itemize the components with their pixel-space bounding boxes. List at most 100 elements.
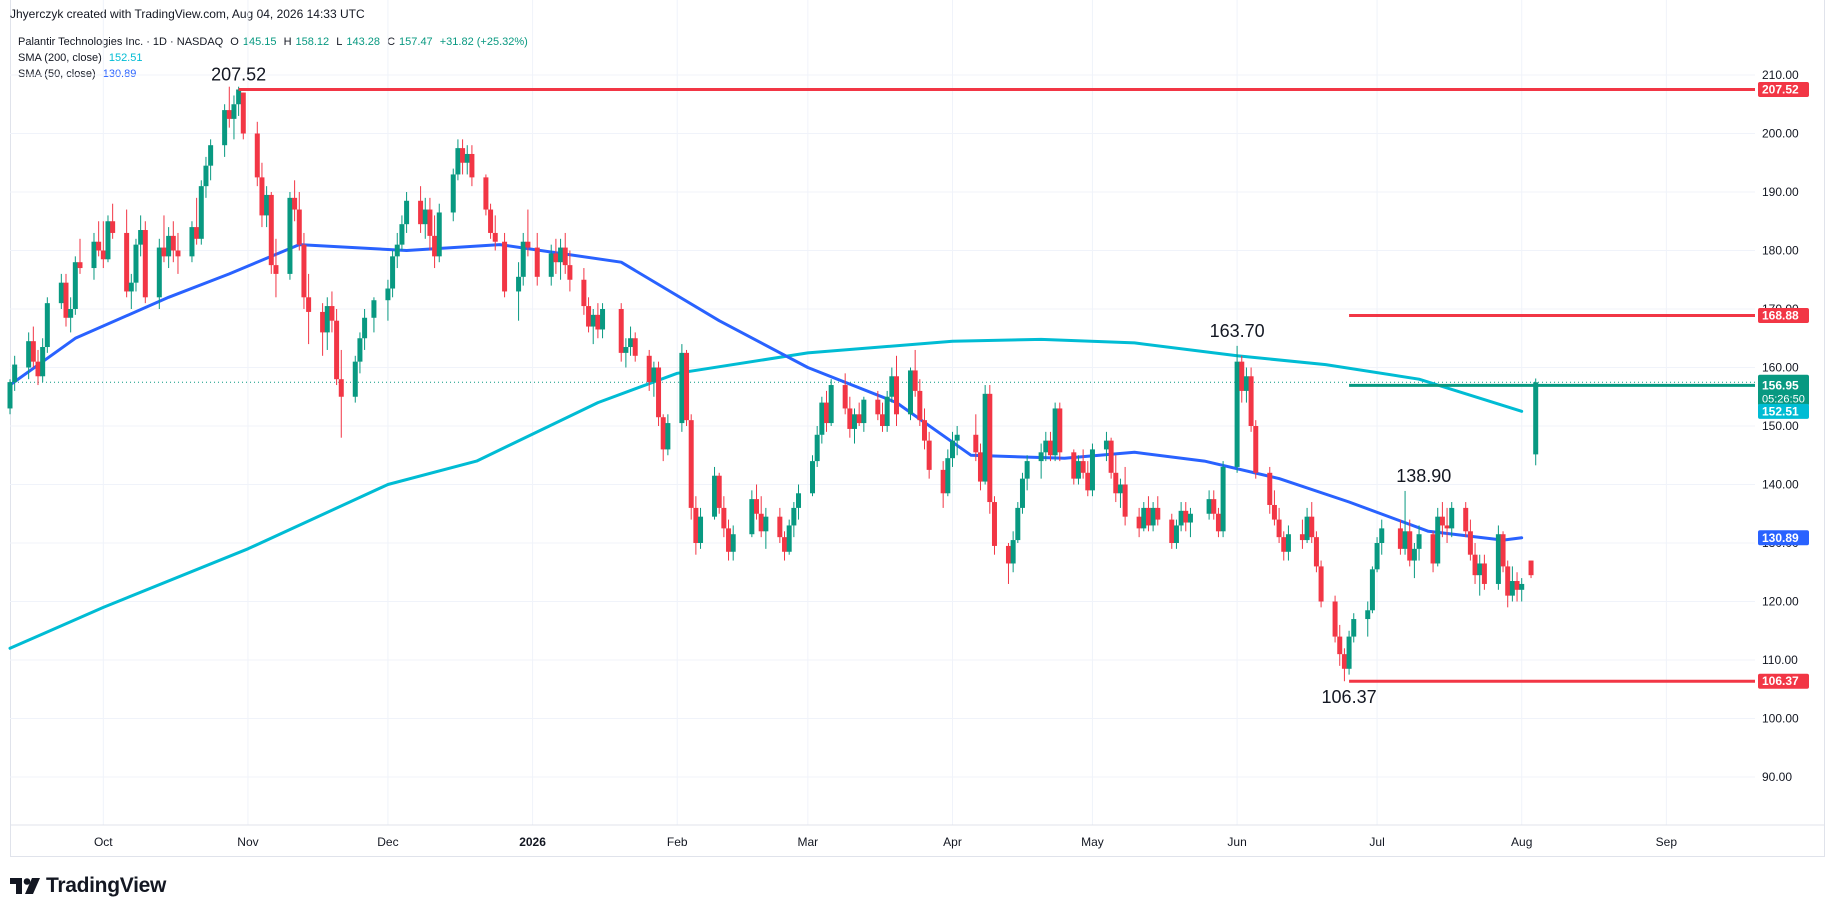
symbol-legend[interactable]: Palantir Technologies Inc. · 1D · NASDAQ…: [18, 36, 532, 48]
candle-body: [1397, 528, 1403, 549]
candle-body: [240, 92, 246, 134]
candle-body: [287, 197, 293, 274]
sma50-value: 130.89: [102, 68, 137, 80]
y-tick-label: 90.00: [1762, 770, 1792, 784]
candle-body: [977, 452, 983, 482]
tradingview-logo-icon: [10, 878, 40, 894]
sma50-legend[interactable]: SMA (50, close) 130.89: [18, 68, 140, 80]
candle-body: [161, 247, 167, 257]
candle-body: [357, 338, 363, 362]
candle-body: [1113, 472, 1119, 494]
price-tag-label: 207.52: [1762, 83, 1799, 97]
candle-body: [1010, 540, 1016, 564]
x-tick-label: Mar: [798, 835, 819, 849]
candle-body: [567, 265, 573, 280]
candle-body: [889, 376, 895, 397]
candle-body: [1407, 531, 1413, 561]
candle-body: [110, 221, 116, 233]
price-annotation: 207.52: [211, 65, 266, 85]
candle-body: [912, 370, 918, 391]
candle-body: [949, 440, 955, 459]
candle-body: [334, 320, 340, 380]
x-tick-label: Apr: [943, 835, 962, 849]
candle-body: [884, 396, 890, 426]
sma200-value: 152.51: [108, 52, 143, 64]
candle-body: [1435, 516, 1441, 564]
candle-body: [222, 110, 228, 146]
candle-body: [488, 209, 494, 233]
candle-body: [1495, 534, 1501, 584]
price-tag: [1758, 403, 1809, 419]
candle-body: [12, 364, 18, 383]
candle-body: [189, 227, 195, 257]
candle-body: [791, 507, 797, 526]
sma200-legend[interactable]: SMA (200, close) 152.51: [18, 52, 146, 64]
candle-body: [1015, 507, 1021, 541]
candle-body: [469, 153, 475, 178]
price-annotation: 163.70: [1210, 321, 1265, 341]
candle-body: [1351, 619, 1357, 637]
candle-body: [128, 282, 134, 292]
candle-body: [1150, 507, 1156, 526]
candle-body: [1103, 440, 1109, 450]
x-tick-label: Feb: [667, 835, 688, 849]
candle-body: [399, 224, 405, 245]
price-chart[interactable]: 90.00100.00110.00120.00130.00140.00150.0…: [0, 0, 1835, 860]
candle-body: [1276, 519, 1282, 538]
candle-body: [726, 528, 732, 552]
candle-body: [558, 247, 564, 263]
candle-body: [77, 262, 83, 269]
candle-body: [455, 148, 461, 175]
candle-body: [586, 306, 592, 327]
candle-body: [665, 423, 671, 450]
candle-body: [324, 306, 330, 333]
candle-body: [1271, 504, 1277, 520]
candle-body: [1075, 461, 1081, 479]
candle-body: [259, 177, 265, 216]
price-tag: [1758, 530, 1809, 546]
candle-body: [1416, 534, 1422, 549]
candle-body: [618, 309, 624, 353]
y-tick-label: 120.00: [1762, 595, 1799, 609]
candle-body: [124, 232, 130, 292]
x-tick-label: Oct: [94, 835, 113, 849]
sma50-label: SMA (50, close): [18, 68, 96, 80]
candle-body: [945, 458, 951, 494]
y-tick-label: 180.00: [1762, 244, 1799, 258]
candle-body: [921, 420, 927, 441]
candle-body: [231, 104, 237, 119]
candle-body: [436, 212, 442, 257]
low-value: 143.28: [346, 36, 381, 48]
candle-body: [973, 434, 979, 453]
candle-body: [138, 230, 144, 245]
candle-body: [632, 338, 638, 356]
candle-body: [254, 133, 260, 178]
candle-body: [394, 244, 400, 257]
candle-body: [91, 241, 97, 269]
price-annotation: 106.37: [1322, 687, 1377, 707]
candle-body: [595, 314, 601, 330]
candle-body: [940, 469, 946, 494]
candle-body: [1215, 513, 1221, 532]
candle-body: [917, 390, 923, 421]
candle-body: [553, 253, 559, 263]
candle-body: [1309, 516, 1315, 538]
candle-body: [296, 209, 302, 245]
candle-body: [1089, 449, 1095, 491]
candle-body: [562, 247, 568, 266]
candle-body: [390, 256, 396, 289]
x-tick-label: Jun: [1227, 835, 1246, 849]
candle-body: [404, 200, 410, 225]
candle-body: [730, 534, 736, 552]
candle-body: [1145, 507, 1151, 526]
candle-body: [623, 347, 629, 353]
candle-body: [525, 241, 531, 248]
open-value: 145.15: [242, 36, 277, 48]
candle-body: [1141, 507, 1147, 529]
candle-body: [385, 288, 391, 301]
candle-body: [688, 420, 694, 508]
candle-body: [1187, 513, 1193, 523]
tradingview-logo[interactable]: TradingView: [10, 874, 166, 898]
candle-body: [777, 516, 783, 538]
candle-body: [96, 241, 102, 251]
